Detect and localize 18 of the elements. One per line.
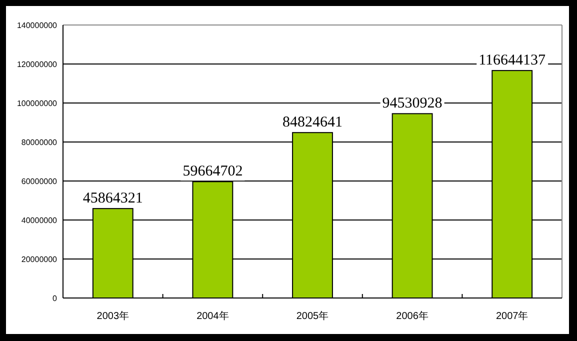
data-label: 59664702 [182,164,243,180]
x-tick-label: 2004年 [196,310,229,322]
x-tick-label: 2005年 [296,310,329,322]
x-tick-label: 2007年 [496,310,528,322]
y-tick-label: 120000000 [16,60,58,69]
y-tick-label: 100000000 [16,99,58,108]
y-tick-label: 0 [52,294,58,303]
y-tick-label: 40000000 [21,216,58,225]
x-tick-label: 2006年 [396,310,428,322]
data-label: 84824641 [282,114,342,131]
x-tick-label: 2003年 [96,310,130,322]
data-label: 116644137 [478,52,546,69]
data-label: 45864321 [82,190,143,207]
data-label: 94530928 [382,96,442,112]
y-tick-label: 140000000 [16,21,58,30]
y-tick-label: 80000000 [21,138,58,147]
y-tick-label: 20000000 [21,255,58,264]
y-tick-label: 60000000 [21,177,58,186]
